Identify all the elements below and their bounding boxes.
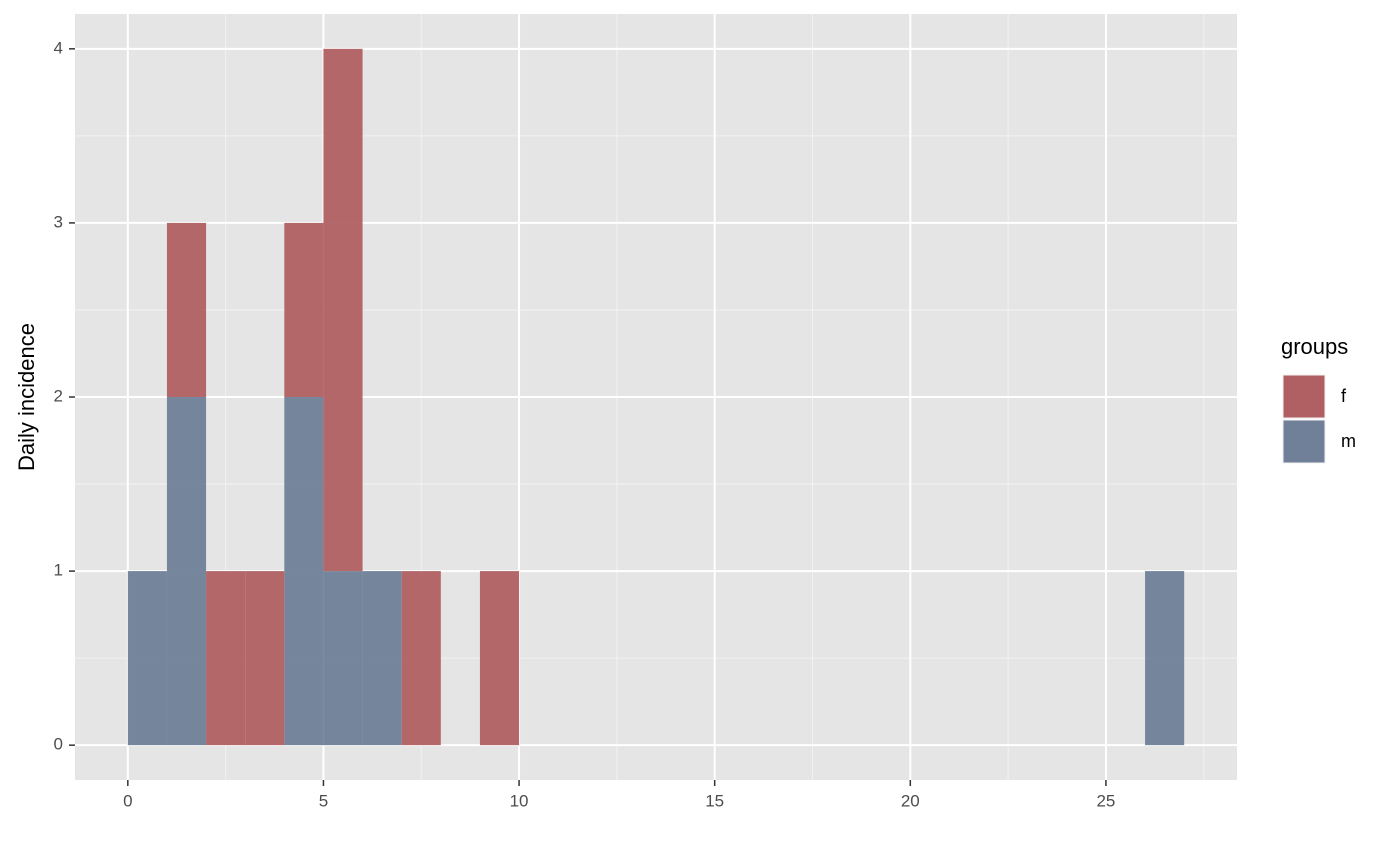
bar — [1145, 571, 1185, 746]
bar — [323, 571, 363, 746]
y-tick-label: 2 — [54, 386, 63, 405]
legend-key — [1282, 374, 1326, 419]
x-tick-label: 10 — [510, 791, 529, 810]
bar — [323, 48, 363, 572]
y-tick-label: 1 — [54, 561, 63, 580]
bar — [479, 571, 520, 746]
legend-title: groups — [1281, 334, 1348, 359]
legend-label: m — [1341, 431, 1356, 451]
y-tick-label: 0 — [54, 735, 63, 754]
bar — [401, 571, 441, 746]
x-tick-label: 5 — [319, 791, 328, 810]
x-tick-label: 15 — [705, 791, 724, 810]
legend-label: f — [1341, 386, 1347, 406]
bar — [166, 222, 207, 397]
bar — [362, 571, 402, 746]
bar — [284, 397, 324, 746]
x-tick-label: 25 — [1096, 791, 1115, 810]
x-tick-label: 20 — [901, 791, 920, 810]
bar — [127, 571, 167, 746]
x-tick-label: 0 — [123, 791, 132, 810]
y-axis-label: Daily incidence — [14, 323, 39, 471]
legend-key — [1282, 419, 1326, 464]
bar — [284, 222, 324, 397]
bar — [245, 571, 285, 746]
y-tick-label: 3 — [54, 212, 63, 231]
bar — [166, 397, 207, 746]
bar — [206, 571, 246, 746]
y-tick-label: 4 — [54, 38, 63, 57]
